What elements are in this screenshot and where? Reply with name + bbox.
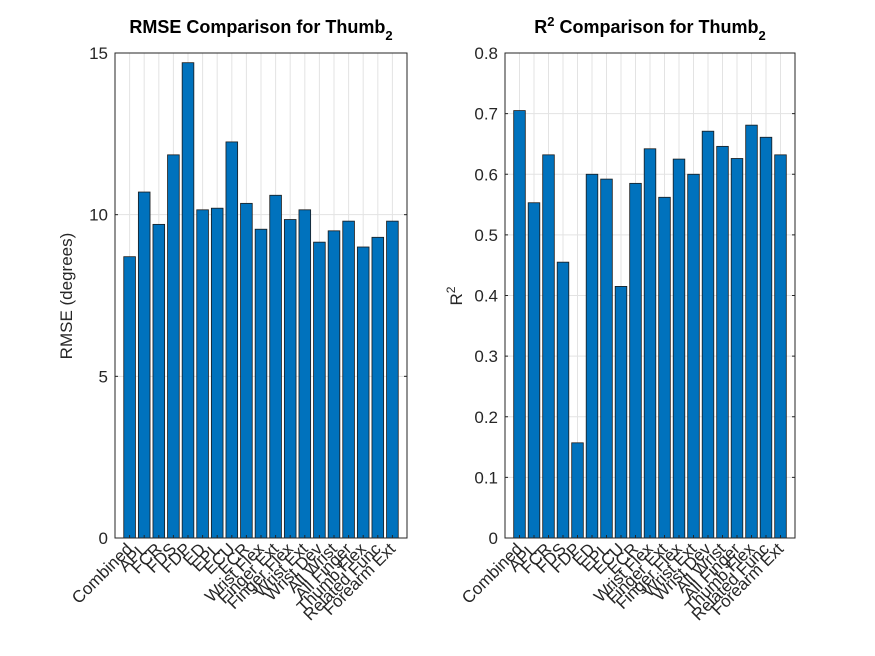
bar (152, 223, 166, 539)
bar (513, 110, 526, 539)
bar (527, 202, 541, 539)
y-tick-label: 5 (99, 367, 108, 386)
chart-title: R2 Comparison for Thumb2 (534, 14, 765, 43)
bar (254, 228, 268, 539)
bar (269, 194, 282, 539)
bar (571, 442, 584, 539)
title-text: RMSE Comparison for Thumb (129, 17, 385, 37)
y-tick-label: 0 (99, 529, 108, 548)
bar (225, 141, 239, 539)
title-text: R (534, 17, 547, 37)
bar (167, 154, 180, 539)
title-text: Comparison for Thumb (555, 17, 759, 37)
y-tick-label: 0.5 (474, 226, 498, 245)
y-tick-label: 0.3 (474, 347, 498, 366)
axes-box (114, 52, 408, 539)
y-axis-label: RMSE (degrees) (57, 233, 76, 360)
bar (342, 220, 355, 539)
bar (629, 182, 642, 539)
chart-title: RMSE Comparison for Thumb2 (129, 17, 392, 43)
bar (658, 196, 671, 539)
y-tick-label: 15 (89, 44, 108, 63)
bar (585, 173, 599, 539)
ylabel-superscript: 2 (444, 286, 458, 293)
bar (745, 124, 758, 539)
bar (542, 154, 555, 539)
bar (701, 130, 715, 539)
axes-box (504, 52, 796, 539)
y-tick-label: 0 (489, 529, 498, 548)
bar (614, 286, 628, 539)
bar (774, 154, 787, 539)
title-subscript: 2 (385, 28, 392, 43)
bar (210, 207, 224, 539)
bar (643, 148, 657, 539)
y-tick-label: 0.8 (474, 44, 498, 63)
y-tick-label: 0.6 (474, 165, 498, 184)
y-tick-label: 10 (89, 206, 108, 225)
bar (687, 173, 700, 539)
title-subscript: 2 (759, 28, 766, 43)
bar (327, 230, 341, 539)
bar (556, 261, 570, 539)
y-tick-label: 0.4 (474, 287, 498, 306)
bar (730, 158, 744, 539)
bar (371, 236, 385, 539)
bar (181, 62, 195, 539)
bar (283, 219, 297, 539)
ylabel-text: R (447, 293, 466, 305)
bar (672, 158, 686, 539)
bar (137, 191, 151, 539)
bar (759, 136, 773, 539)
bar (240, 202, 253, 539)
y-tick-label: 0.2 (474, 408, 498, 427)
y-tick-label: 0.1 (474, 468, 498, 487)
y-axis-label: R2 (444, 286, 466, 305)
bar (123, 256, 136, 539)
bar (196, 209, 209, 539)
y-tick-label: 0.7 (474, 105, 498, 124)
bar (298, 209, 312, 539)
title-superscript: 2 (547, 14, 554, 29)
bar (313, 241, 326, 539)
bar (716, 145, 729, 539)
bar (356, 246, 370, 539)
bar (600, 178, 613, 539)
bar (386, 220, 399, 539)
